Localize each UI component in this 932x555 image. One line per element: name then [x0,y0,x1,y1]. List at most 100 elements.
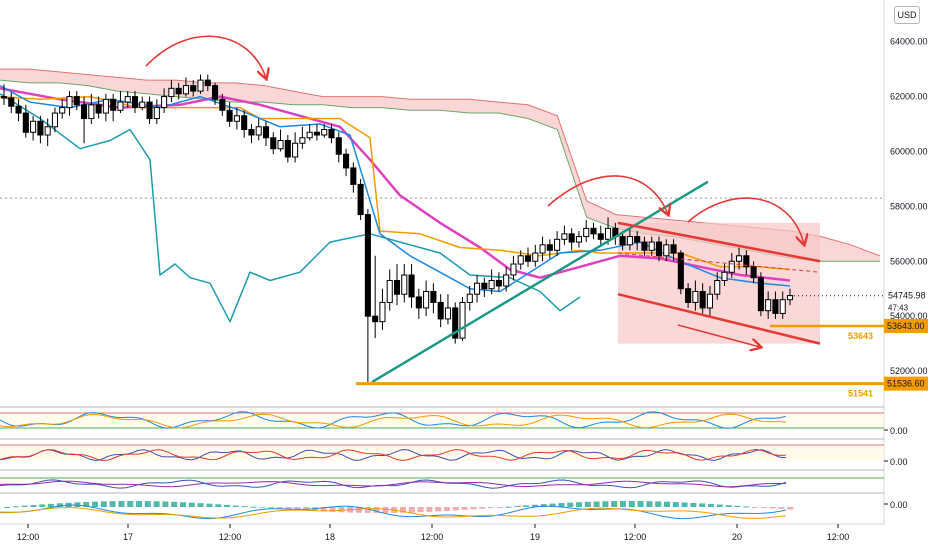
macd-bar [250,506,257,508]
macd-bar [593,501,600,507]
pane-tick-label: 0.00 [890,457,908,467]
candle-body [401,274,408,295]
y-tick-label: 64000.00 [890,37,928,47]
candle [343,148,350,177]
candle [153,99,160,125]
candle-body [423,290,430,309]
macd-bar [180,502,186,507]
macd-bar [417,507,424,513]
candle [37,115,44,144]
macd-bar [276,507,283,509]
candle-body [270,137,277,150]
candle-body [503,274,510,287]
candle-body [153,107,160,120]
x-tick-label: 12:00 [624,532,647,542]
candle-body [706,293,713,309]
candle [299,126,306,149]
arrow-annotation [687,197,804,244]
candle-body [408,274,415,298]
macd-bar [576,502,582,507]
macd-bar [74,502,81,507]
macd-bar [435,507,442,512]
countdown-label: 47:43 [888,304,909,313]
candle-body [524,255,532,262]
candle-body [430,290,437,303]
oscillator-k-line [0,448,787,462]
candle [350,162,357,193]
macd-bar [338,507,345,513]
candle [321,124,328,138]
macd-bar [4,507,10,508]
candle [641,236,648,256]
candle-body [110,98,117,111]
level-2-name: 51541 [848,389,873,399]
candle-body [81,104,88,120]
candle [22,104,29,138]
level-2-badge [884,376,928,391]
candle [124,91,131,108]
candle [328,124,335,144]
candle [743,250,750,275]
y-tick-label: 54000.00 [890,311,928,321]
macd-bar [769,507,776,509]
candle [81,96,88,144]
macd-bar [426,507,433,512]
candle [524,247,532,267]
candle [284,135,291,163]
candle-body [175,87,182,95]
candle-body [393,279,401,295]
candle [408,264,415,308]
macd-bar [400,507,406,513]
macd-bar [153,501,160,507]
candle [357,178,364,221]
candle-body [517,255,524,265]
macd-bar [12,506,19,508]
level-2-value: 51536.60 [887,379,925,389]
macd-bar [39,504,46,507]
macd-bar [514,506,521,508]
macd-bar [268,507,274,509]
candle-body [699,290,706,309]
macd-bar [470,507,477,510]
macd-bar [83,501,90,507]
candle-body [8,97,15,107]
macd-bar [382,507,389,513]
candle [750,261,757,284]
candle-body [495,279,502,287]
candle-body [102,98,109,114]
candle [481,277,488,297]
currency-button[interactable]: USD [894,6,920,24]
macd-bar [549,503,556,507]
candle [474,274,481,303]
candle-body [357,183,364,216]
candle-body [59,107,66,114]
candle-body [626,236,633,246]
candle [706,285,713,317]
macd-bar [224,504,230,507]
candle-body [262,126,270,139]
candle [51,107,58,133]
candle-body [212,85,219,100]
macd-bar [285,507,292,510]
macd-bar [637,501,644,507]
candle-body [350,167,357,185]
candle-body [750,266,757,279]
candle-body [88,104,95,120]
macd-bar [646,501,653,507]
candle-body [51,112,58,128]
candle [379,288,386,330]
candle [444,294,451,325]
candle-body [226,109,233,122]
candle [437,294,444,328]
candle-body [299,137,306,144]
candle-body [22,112,29,133]
pane-tick-label: 0.00 [890,500,908,510]
candle-body [190,85,197,92]
candle [73,91,80,111]
candle-body [66,96,73,109]
candle-body [663,244,670,257]
candle [495,272,502,292]
y-tick-label: 58000.00 [890,201,928,211]
candle-body [488,279,495,290]
